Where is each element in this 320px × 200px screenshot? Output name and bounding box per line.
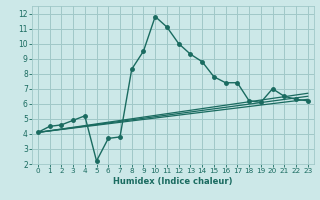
X-axis label: Humidex (Indice chaleur): Humidex (Indice chaleur) bbox=[113, 177, 233, 186]
